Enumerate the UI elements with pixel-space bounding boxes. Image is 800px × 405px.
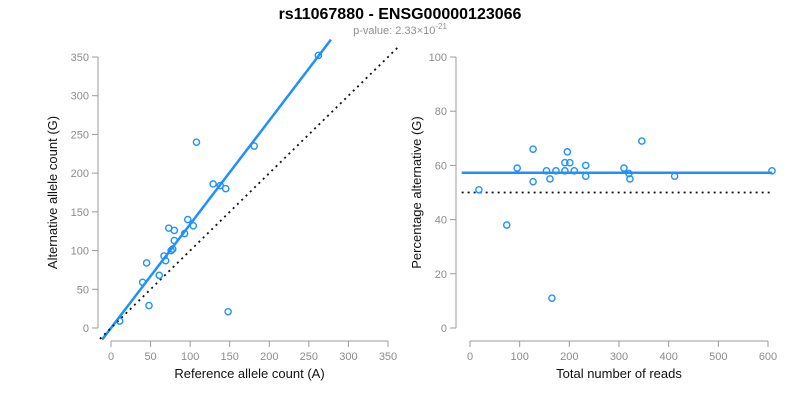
x-tick-label: 400 <box>659 351 677 363</box>
data-point <box>250 142 259 150</box>
data-point <box>768 167 776 175</box>
data-point <box>563 148 572 156</box>
data-point <box>314 51 323 60</box>
pvalue-exponent-superscript: -21 <box>435 22 447 31</box>
data-point <box>167 246 175 255</box>
data-point <box>626 175 634 183</box>
data-point <box>192 138 201 146</box>
y-axis-title: Alternative allele count (G) <box>45 116 60 269</box>
y-tick-label: 250 <box>71 129 89 141</box>
data-point <box>670 172 679 181</box>
y-tick-label: 300 <box>71 91 89 103</box>
x-tick-label: 200 <box>560 351 578 363</box>
y-tick-label: 80 <box>435 106 447 118</box>
x-tick-label: 0 <box>108 351 114 363</box>
points-layer <box>115 51 323 325</box>
data-point <box>561 158 569 167</box>
data-point <box>155 271 164 280</box>
figure-title: rs11067880 - ENSG00000123066 <box>279 6 522 23</box>
data-point <box>513 164 521 172</box>
y-tick-label: 150 <box>71 207 89 219</box>
data-point <box>216 181 225 190</box>
x-axis-title: Reference allele count (A) <box>174 366 324 381</box>
y-tick-label: 200 <box>71 168 89 180</box>
data-point <box>160 252 168 260</box>
data-point <box>529 145 537 153</box>
data-point <box>183 215 192 224</box>
left-panel: 0 50 100 150 200 250 300 350 0 50 100 150 200 250 300 3… <box>45 38 400 381</box>
identity-line <box>99 45 400 340</box>
pvalue-text: p-value: 2.33×10 <box>353 25 435 37</box>
x-tick-label: 300 <box>610 351 628 363</box>
data-point <box>566 158 574 167</box>
data-point <box>570 167 579 175</box>
x-tick-label: 150 <box>221 351 239 363</box>
data-point <box>502 221 511 229</box>
data-point <box>180 229 189 238</box>
data-point <box>221 184 230 193</box>
y-tick-label: 100 <box>429 52 447 64</box>
data-point <box>638 137 646 145</box>
data-point <box>620 164 628 172</box>
x-axis-title: Total number of reads <box>556 366 682 381</box>
data-point <box>189 221 198 230</box>
data-point <box>548 294 556 302</box>
plot-panels: 0 50 100 150 200 250 300 3500501001502002503003… <box>45 38 777 381</box>
data-point <box>475 185 483 194</box>
data-point <box>168 245 177 253</box>
x-tick-label: 0 <box>467 351 473 363</box>
x-tick-label: 100 <box>181 351 199 363</box>
data-point <box>115 317 124 325</box>
data-point <box>546 175 554 183</box>
x-tick-label: 100 <box>510 351 528 363</box>
data-point <box>142 259 151 267</box>
y-tick-label: 0 <box>441 323 447 335</box>
y-tick-label: 20 <box>435 269 447 281</box>
y-tick-label: 40 <box>435 215 447 227</box>
data-point <box>138 278 147 287</box>
x-tick-label: 50 <box>144 351 156 363</box>
x-tick-label: 300 <box>339 351 357 363</box>
x-tick-label: 200 <box>260 351 278 363</box>
data-point <box>161 256 170 265</box>
y-tick-label: 350 <box>71 52 89 64</box>
x-tick-label: 500 <box>709 351 727 363</box>
y-tick-label: 50 <box>77 284 89 296</box>
data-point <box>581 172 590 181</box>
y-tick-label: 100 <box>71 246 89 258</box>
x-tick-label: 600 <box>759 351 777 363</box>
data-point <box>552 167 560 175</box>
x-tick-label: 250 <box>300 351 318 363</box>
y-tick-label: 60 <box>435 160 447 172</box>
data-point <box>561 167 569 175</box>
data-point <box>209 180 217 188</box>
y-axis-title: Percentage alternative (G) <box>409 116 424 268</box>
fit-line <box>101 38 332 341</box>
right-panel: 0 100 200 300 400 500 600 0 20 40 60 80 100 Total num… <box>409 52 777 381</box>
x-tick-label: 350 <box>379 351 397 363</box>
figure-subtitle: p-value: 2.33×10-21 <box>353 22 447 37</box>
y-tick-label: 0 <box>83 323 89 335</box>
data-point <box>145 301 153 310</box>
data-point <box>170 236 179 245</box>
data-point <box>529 177 537 186</box>
data-point <box>170 226 179 235</box>
data-point <box>581 161 590 170</box>
points-layer <box>475 137 776 302</box>
data-point <box>542 167 551 175</box>
data-point <box>224 307 232 316</box>
